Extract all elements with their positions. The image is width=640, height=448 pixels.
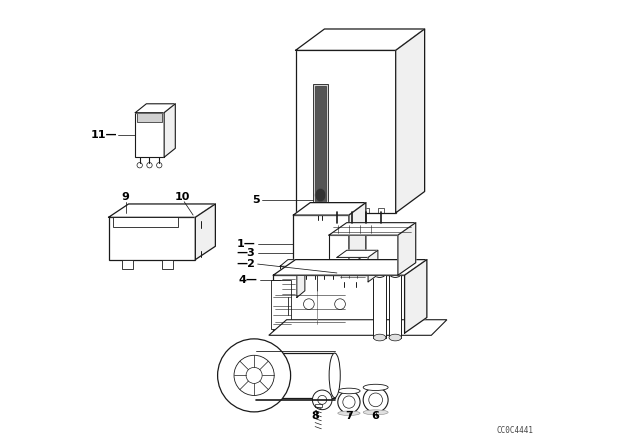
Bar [151,212,155,217]
Bar [113,217,178,227]
Circle shape [335,299,346,310]
Polygon shape [195,204,216,260]
Bar [293,215,349,266]
Bar [349,207,355,213]
Polygon shape [269,320,447,335]
Bar [354,287,358,290]
Bar [314,84,328,204]
Bar [128,212,132,217]
Ellipse shape [389,334,401,341]
Bar [315,86,326,202]
Bar [373,273,386,337]
Bar [315,404,322,406]
Bar [341,287,346,290]
Ellipse shape [338,411,360,415]
Bar [364,207,369,213]
Circle shape [312,390,332,409]
Circle shape [369,393,383,407]
Ellipse shape [315,188,326,202]
Bar [168,212,172,217]
Circle shape [303,299,314,310]
Text: 7: 7 [345,410,353,421]
Bar [138,113,162,121]
Polygon shape [293,202,366,215]
Text: 6: 6 [372,410,380,421]
Circle shape [234,355,274,396]
Bar [135,113,164,157]
Ellipse shape [373,268,386,277]
Polygon shape [273,260,427,275]
Ellipse shape [329,353,340,398]
Text: 10: 10 [174,191,189,202]
Circle shape [147,163,152,168]
Bar [296,50,396,213]
Bar [134,212,138,217]
Circle shape [338,391,360,413]
Circle shape [157,163,162,168]
Ellipse shape [373,334,386,341]
Bar [198,228,204,251]
Polygon shape [368,250,378,282]
Ellipse shape [363,384,388,391]
Bar [109,217,195,260]
Polygon shape [337,250,378,258]
Polygon shape [398,223,416,275]
Text: —3: —3 [237,248,255,258]
Circle shape [343,396,355,408]
Polygon shape [296,29,424,50]
Bar [122,260,133,269]
Text: 4—: 4— [239,275,258,284]
Bar [273,275,404,333]
Bar [116,212,120,217]
Text: 5: 5 [252,194,260,205]
Polygon shape [280,260,305,266]
Text: 8: 8 [312,410,319,421]
Bar [322,279,326,282]
Bar [334,207,340,213]
Bar [301,266,340,274]
Circle shape [318,396,326,404]
Polygon shape [349,202,366,266]
Bar [163,212,166,217]
Polygon shape [297,260,305,297]
Text: 1—: 1— [237,239,255,249]
Text: CC0C4441: CC0C4441 [497,426,534,435]
Bar [304,279,308,282]
Bar [271,280,291,329]
Circle shape [246,367,262,383]
Polygon shape [404,260,427,333]
Polygon shape [396,29,424,213]
Circle shape [363,388,388,412]
Bar [157,212,161,217]
Text: 11—: 11— [91,130,117,140]
Ellipse shape [363,410,388,415]
Bar [378,207,383,213]
Bar [331,279,335,282]
Polygon shape [329,223,416,235]
Polygon shape [164,104,175,157]
Bar [280,266,297,297]
Polygon shape [135,104,175,113]
Ellipse shape [389,268,401,277]
Bar [329,235,398,275]
Circle shape [137,163,142,168]
Text: 9: 9 [121,191,129,202]
Bar [313,279,317,282]
Bar [140,212,143,217]
Circle shape [218,339,291,412]
Polygon shape [109,204,216,217]
Bar [122,212,126,217]
Bar [282,310,295,318]
Ellipse shape [338,388,360,394]
Text: —2: —2 [237,259,255,269]
Bar [337,258,368,282]
Bar [162,260,173,269]
Bar [145,212,149,217]
Bar [389,273,401,337]
Bar [257,353,335,398]
